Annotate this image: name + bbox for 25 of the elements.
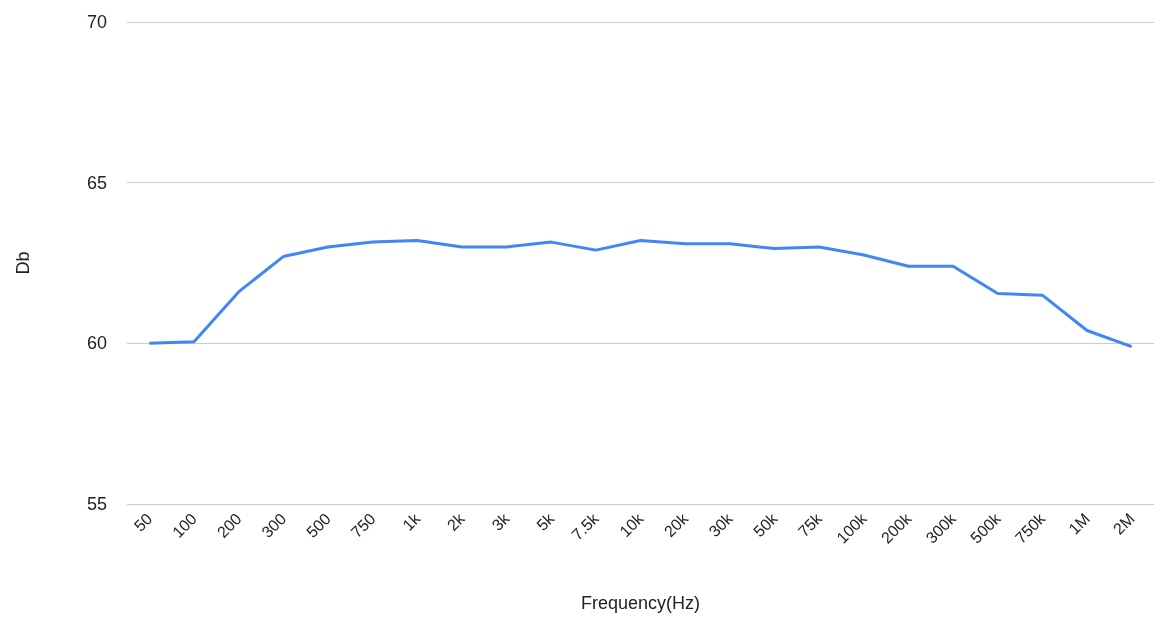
x-tick-label: 3k (488, 509, 514, 534)
x-tick-label: 1M (1065, 509, 1094, 538)
x-tick-label: 75k (794, 509, 826, 541)
x-tick-label: 300 (258, 509, 290, 541)
x-tick-label: 2k (443, 509, 469, 534)
x-tick-label: 20k (660, 509, 692, 541)
x-tick-label: 2M (1109, 509, 1138, 538)
x-tick-label: 7.5k (568, 509, 603, 544)
x-tick-label: 200 (213, 509, 245, 541)
x-tick-label: 750 (347, 509, 379, 541)
y-tick-label: 70 (86, 12, 107, 32)
x-tick-label: 50k (750, 509, 782, 541)
x-tick-label: 50 (130, 509, 156, 535)
y-tick-label: 65 (86, 172, 107, 193)
x-tick-label: 1k (399, 509, 424, 534)
y-tick-label: 55 (86, 494, 107, 514)
line-series (147, 239, 1134, 349)
x-tick-label: 500 (303, 509, 335, 541)
x-axis-title: Frequency(Hz) (580, 593, 701, 613)
x-tick-label: 5k (533, 509, 558, 534)
x-tick-label: 10k (616, 509, 648, 541)
x-tick-label: 30k (705, 509, 737, 541)
y-tick-label: 60 (86, 333, 107, 354)
y-axis-title: Db (13, 251, 33, 275)
x-tick-label: 100 (169, 509, 201, 541)
